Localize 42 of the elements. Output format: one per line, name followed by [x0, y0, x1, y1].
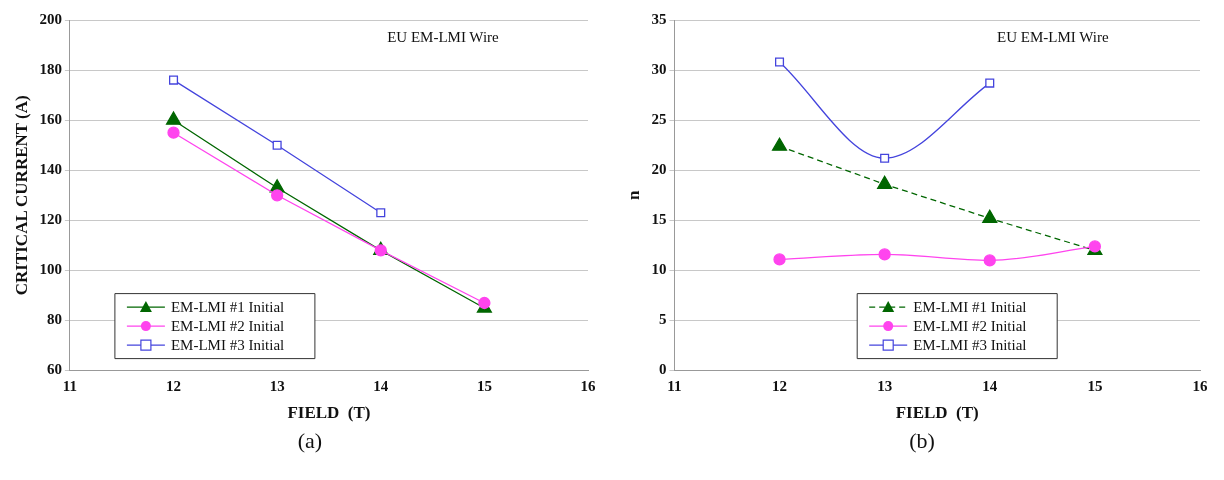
y-tick-label: 180: [39, 60, 62, 77]
y-tick-label: 20: [651, 161, 667, 178]
x-tick-label: 15: [476, 378, 492, 395]
x-tick-label: 15: [1087, 378, 1103, 395]
x-tick-label: 11: [62, 378, 77, 395]
x-tick-label: 13: [877, 378, 893, 395]
annotation: EU EM-LMI Wire: [997, 28, 1109, 45]
x-tick-label: 16: [1192, 378, 1208, 395]
y-axis-title: CRITICAL CURRENT (A): [11, 95, 31, 296]
legend-label: EM-LMI #1 Initial: [170, 299, 285, 316]
y-tick-label: 200: [39, 10, 62, 27]
y-tick-label: 80: [46, 311, 62, 328]
x-axis-title: FIELD (T): [895, 403, 979, 423]
y-tick-label: 140: [39, 161, 62, 178]
y-tick-label: 160: [39, 111, 62, 128]
y-tick-label: 35: [651, 10, 667, 27]
y-tick-label: 25: [651, 111, 667, 128]
y-tick-label: 60: [46, 361, 62, 378]
legend-label: EM-LMI #2 Initial: [913, 318, 1027, 335]
text: (b): [908, 428, 936, 454]
y-axis-title: n: [623, 190, 643, 201]
x-tick-label: 11: [667, 378, 682, 395]
x-tick-label: 14: [373, 378, 389, 395]
y-tick-label: 10: [651, 261, 667, 278]
y-tick-label: 15: [651, 211, 667, 228]
legend-label: EM-LMI #1 Initial: [913, 299, 1027, 316]
x-axis-title: FIELD (T): [287, 403, 371, 423]
y-tick-label: 5: [658, 311, 667, 328]
x-tick-label: 14: [982, 378, 998, 395]
legend-label: EM-LMI #3 Initial: [170, 337, 285, 354]
y-tick-label: 120: [39, 211, 62, 228]
x-tick-label: 12: [166, 378, 182, 395]
x-tick-label: 13: [269, 378, 285, 395]
y-tick-label: 30: [651, 60, 667, 77]
text: (a): [296, 428, 324, 454]
x-tick-label: 12: [772, 378, 788, 395]
y-tick-label: 0: [658, 361, 667, 378]
y-tick-label: 100: [39, 261, 62, 278]
legend-label: EM-LMI #3 Initial: [913, 337, 1027, 354]
x-tick-label: 16: [580, 378, 596, 395]
annotation: EU EM-LMI Wire: [387, 28, 500, 45]
legend-label: EM-LMI #2 Initial: [170, 318, 285, 335]
